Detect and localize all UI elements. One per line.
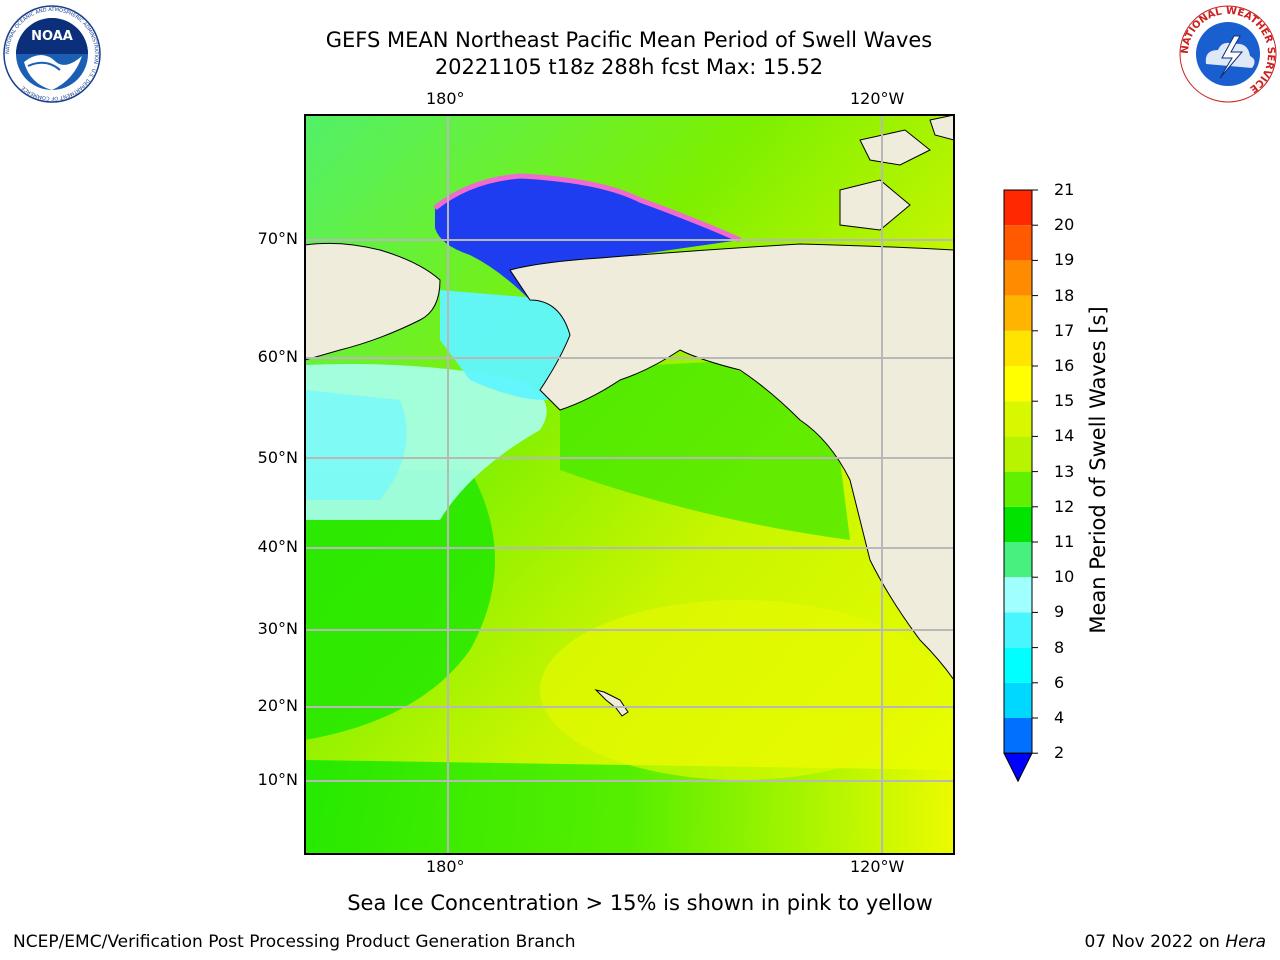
nws-logo-icon: NATIONAL WEATHER SERVICE <box>1179 5 1277 103</box>
lat-label-70n: 70°N <box>257 229 298 248</box>
colorbar-tick-label: 17 <box>1054 320 1075 340</box>
colorbar-segment <box>1004 295 1032 331</box>
colorbar-segment <box>1004 577 1032 613</box>
lat-label-10n: 10°N <box>257 770 298 789</box>
lon-label-top-180: 180° <box>426 89 465 108</box>
colorbar-tick-label: 15 <box>1054 391 1075 411</box>
noaa-logo-icon: NOAA NATIONAL OCEANIC AND ATMOSPHERIC AD… <box>3 5 101 103</box>
colorbar-tick-label: 11 <box>1054 532 1075 551</box>
colorbar-segment <box>1004 612 1032 648</box>
lon-label-top-120w: 120°W <box>850 89 905 108</box>
colorbar-label: Mean Period of Swell Waves [s] <box>1086 306 1110 634</box>
colorbar-tick-label: 6 <box>1054 672 1065 692</box>
colorbar-segment <box>1004 260 1032 296</box>
yellow-region <box>540 600 940 780</box>
colorbar-segment <box>1004 401 1032 437</box>
land-asia <box>305 242 441 361</box>
map-subtitle: 20221105 t18z 288h fcst Max: 15.52 <box>434 55 824 79</box>
land-north-america <box>509 115 954 681</box>
colorbar-segment <box>1004 190 1032 226</box>
footer-date: 07 Nov 2022 on Hera <box>1084 932 1266 952</box>
colorbar-tick-label: 8 <box>1054 637 1065 657</box>
colorbar-tick-label: 16 <box>1054 356 1075 375</box>
colorbar-segment <box>1004 225 1032 261</box>
green-region-south <box>305 760 954 854</box>
colorbar-tick-label: 2 <box>1054 743 1065 763</box>
colorbar-segment <box>1004 471 1032 507</box>
colorbar-tick-label: 10 <box>1054 567 1075 587</box>
land-arctic-island3 <box>929 115 954 141</box>
colorbar-segment <box>1004 542 1032 578</box>
colorbar-tick-label: 19 <box>1054 250 1075 270</box>
lat-label-50n: 50°N <box>257 448 298 467</box>
lat-label-40n: 40°N <box>257 537 298 556</box>
colorbar <box>1003 189 1038 783</box>
gulf-alaska-region <box>560 362 850 540</box>
colorbar-segment <box>1004 436 1032 472</box>
cyan-region-west2 <box>305 390 407 500</box>
lat-label-60n: 60°N <box>257 347 298 366</box>
sea-ice-note: Sea Ice Concentration > 15% is shown in … <box>347 891 933 915</box>
noaa-wordmark: NOAA <box>31 29 73 44</box>
colorbar-tick-label: 18 <box>1054 285 1075 305</box>
land-arctic-island2 <box>839 179 911 231</box>
lon-label-bottom-120w: 120°W <box>850 857 905 876</box>
graticule <box>305 115 954 854</box>
land-hawaii <box>594 689 629 717</box>
colorbar-tick-label: 14 <box>1054 426 1075 446</box>
colorbar-tick-label: 12 <box>1054 496 1075 516</box>
colorbar-segment <box>1004 682 1032 718</box>
arctic-low-period <box>435 176 740 300</box>
colorbar-tick-label: 9 <box>1054 602 1065 622</box>
colorbar-tick-label: 4 <box>1054 708 1065 727</box>
footer-org: NCEP/EMC/Verification Post Processing Pr… <box>13 932 576 952</box>
colorbar-segment <box>1004 647 1032 683</box>
colorbar-segment <box>1004 718 1032 754</box>
colorbar-tick-label: 21 <box>1054 180 1075 199</box>
land-arctic-island1 <box>859 129 931 166</box>
footer-host: Hera <box>1225 932 1266 952</box>
colorbar-segment <box>1004 506 1032 542</box>
lat-label-20n: 20°N <box>257 696 298 715</box>
map-border <box>304 114 955 855</box>
colorbar-segment <box>1004 330 1032 366</box>
map-title: GEFS MEAN Northeast Pacific Mean Period … <box>325 28 933 52</box>
colorbar-segment <box>1004 366 1032 402</box>
sea-ice-edge <box>433 173 742 243</box>
lat-label-30n: 30°N <box>257 619 298 638</box>
lon-label-bottom-180: 180° <box>426 857 465 876</box>
colorbar-tick-label: 13 <box>1054 461 1075 481</box>
colorbar-tick-label: 20 <box>1054 215 1075 235</box>
colorbar-extend-arrow <box>1003 752 1033 783</box>
